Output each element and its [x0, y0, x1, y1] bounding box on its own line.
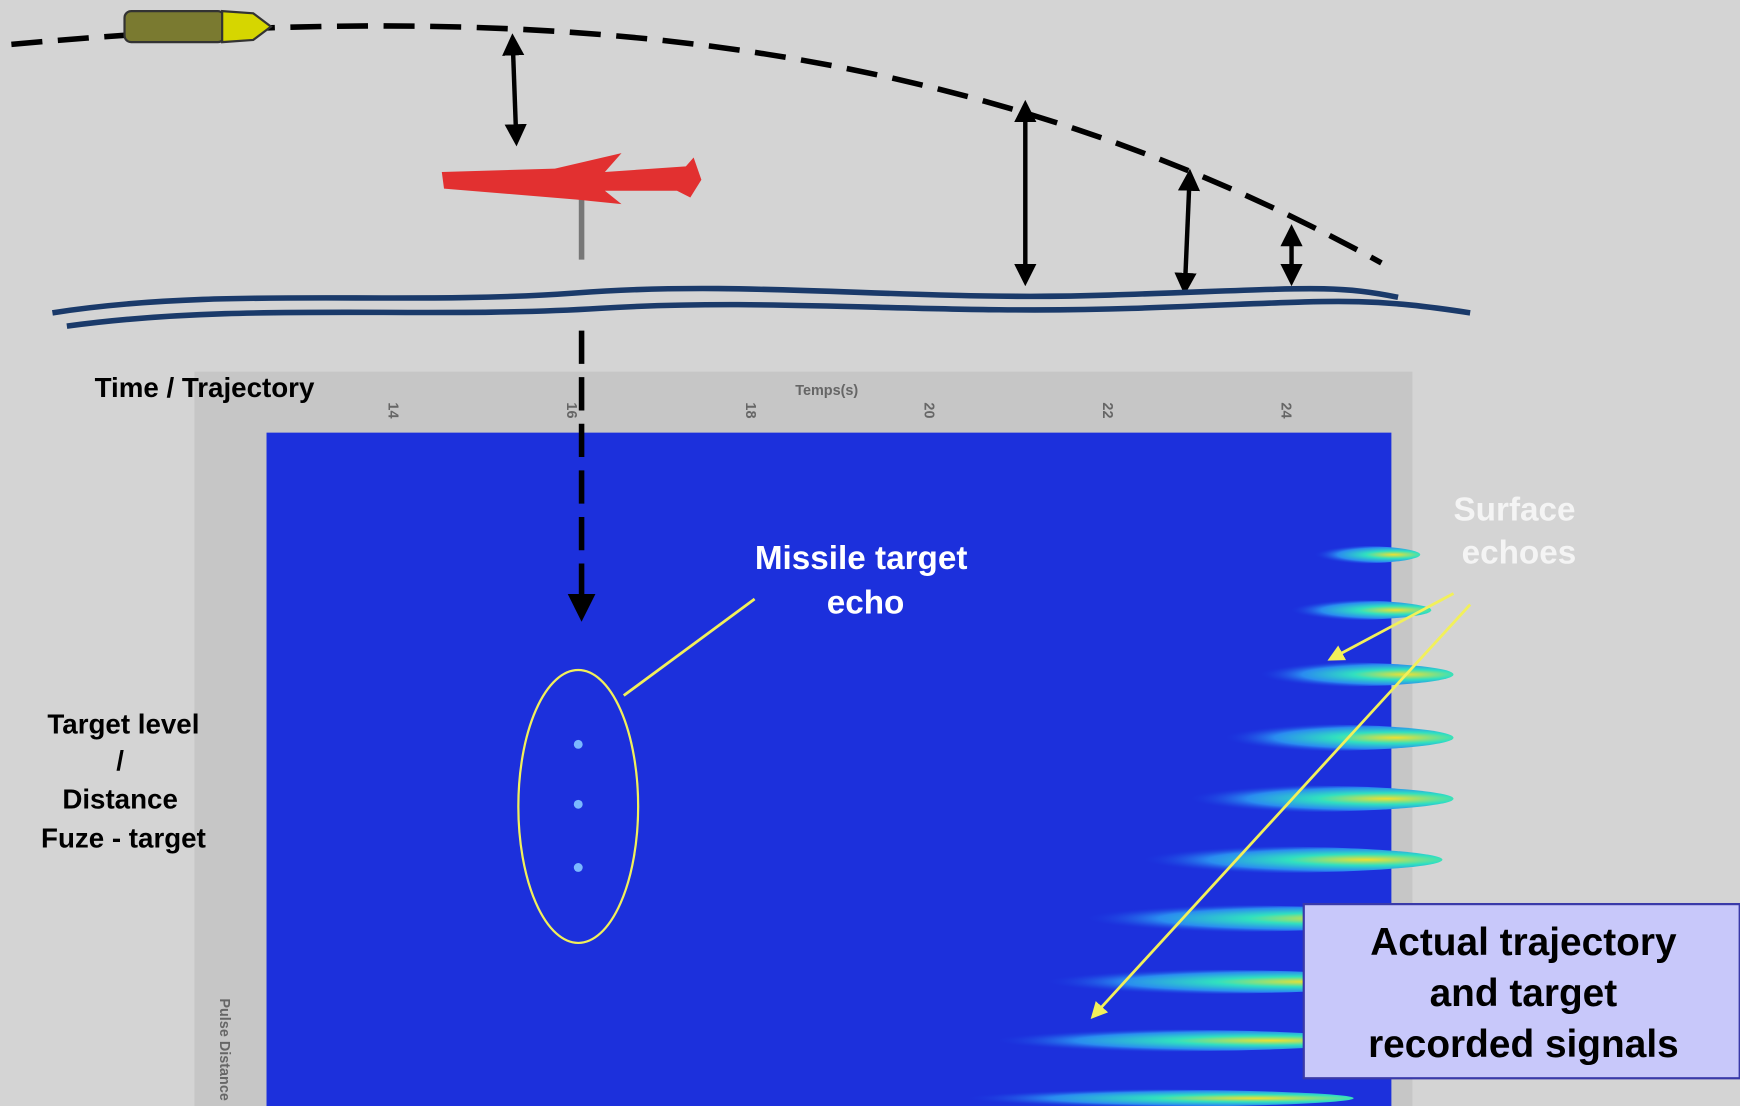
- label-line: Surface: [1453, 491, 1575, 528]
- label-line: and target: [1430, 972, 1618, 1015]
- x-tick-label: 18: [742, 402, 758, 418]
- label-line: echo: [827, 584, 905, 621]
- label-line: recorded signals: [1368, 1023, 1679, 1066]
- x-tick-label: 20: [920, 402, 936, 418]
- projectile: [125, 11, 271, 42]
- time-label: Time / Trajectory: [95, 372, 315, 403]
- x-tick-label: 16: [563, 402, 579, 418]
- label-line: Distance: [62, 784, 178, 815]
- label-line: Actual trajectory: [1370, 921, 1677, 964]
- x-tick-label: 24: [1278, 402, 1294, 418]
- y-axis-title: Pulse Distance: [216, 998, 232, 1100]
- label-line: /: [116, 745, 124, 776]
- page: {"labels": { "time_trajectory": "Time / …: [0, 0, 1740, 1106]
- label-line: Target level: [47, 708, 199, 739]
- x-axis-title: Temps(s): [795, 383, 858, 399]
- label-line: Fuze - target: [41, 823, 206, 854]
- label-line: echoes: [1462, 535, 1577, 572]
- label-line: Missile target: [755, 540, 968, 577]
- x-tick-label: 14: [385, 402, 401, 418]
- x-tick-label: 22: [1099, 402, 1115, 418]
- diagram: Temps(s) 14 16 18 20 22 24 Pulse Distance Tim…: [0, 0, 1740, 1106]
- spectrogram-plot: [267, 433, 1392, 1106]
